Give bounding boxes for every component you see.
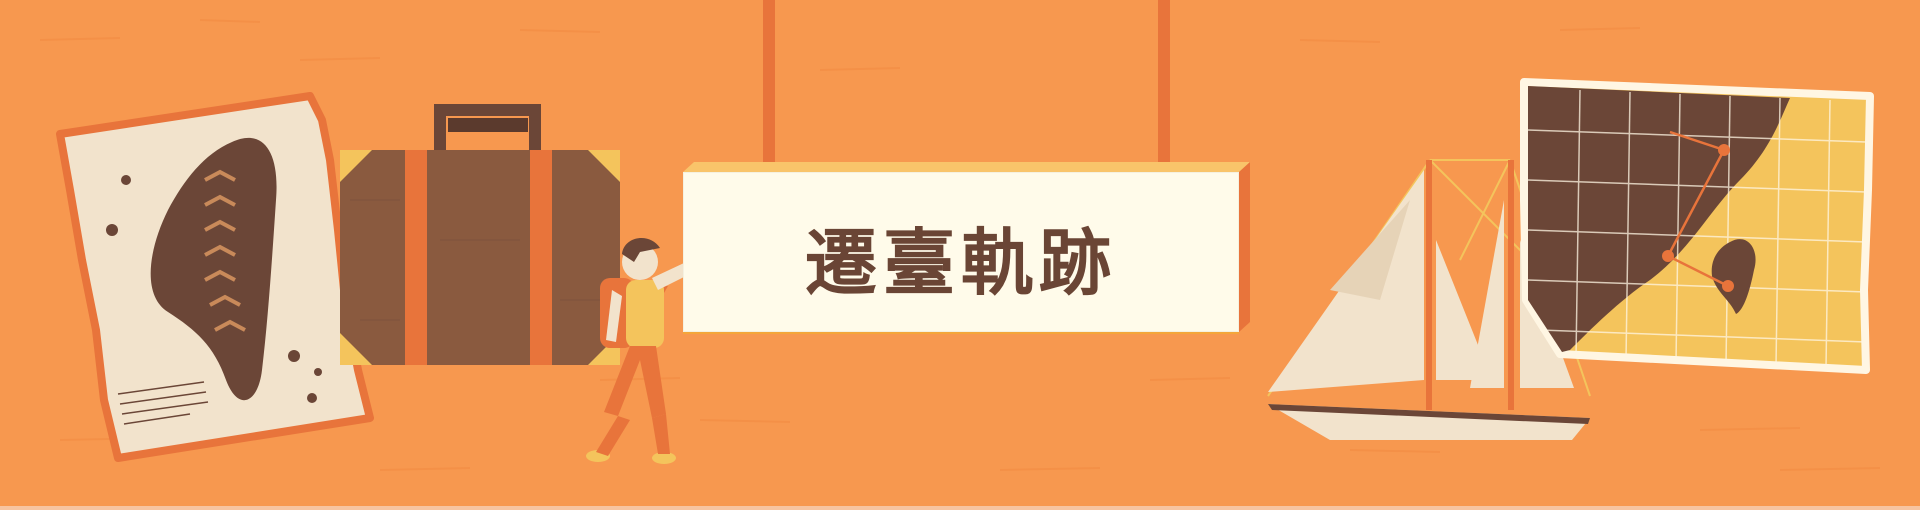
taiwan-map-icon [60, 96, 370, 458]
page-title: 遷臺軌跡 [683, 216, 1239, 296]
grid-map-icon [1524, 82, 1870, 370]
bottom-strip [0, 506, 1920, 510]
sign-strings [763, 0, 1170, 172]
suitcase-icon [340, 110, 620, 365]
